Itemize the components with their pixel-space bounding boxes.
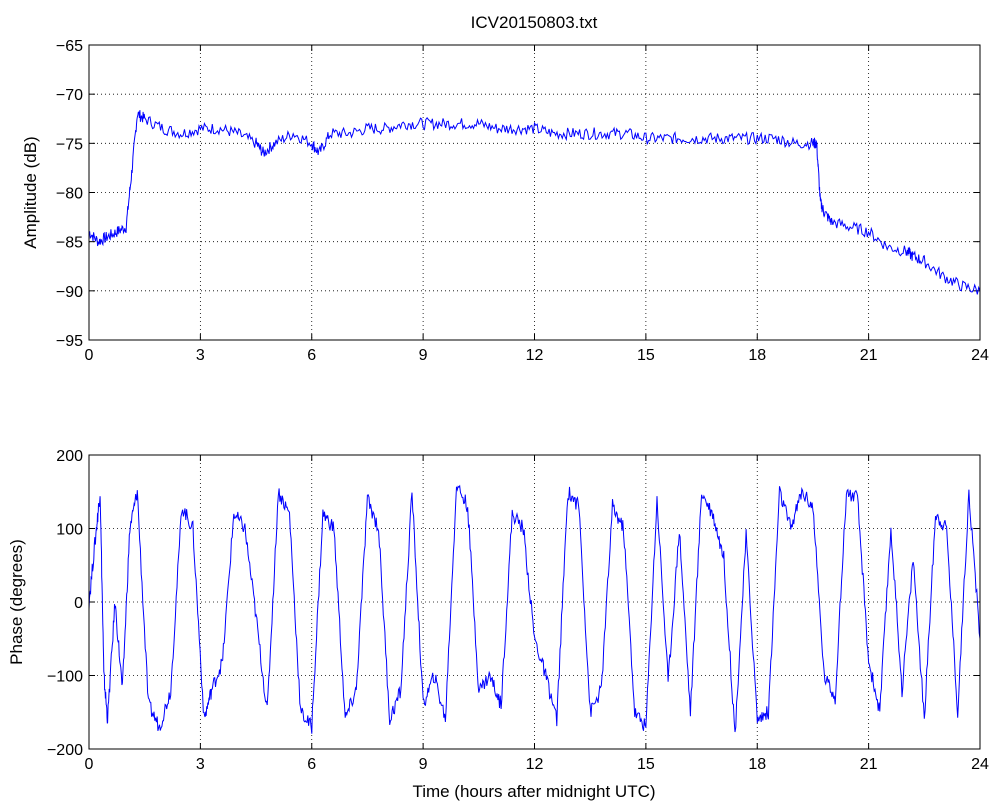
amplitude-plot-border bbox=[88, 44, 981, 341]
phase-x-tick-label: 21 bbox=[860, 756, 878, 773]
phase-y-tick-label: 100 bbox=[56, 522, 83, 539]
phase-y-axis-label: Phase (degrees) bbox=[7, 539, 26, 665]
amplitude-y-tick-label: −85 bbox=[56, 235, 83, 252]
figure-title: ICV20150803.txt bbox=[471, 13, 598, 32]
phase-series-line bbox=[88, 484, 981, 734]
amplitude-x-tick-label: 18 bbox=[748, 347, 766, 364]
phase-x-tick-label: 0 bbox=[85, 756, 94, 773]
amplitude-y-axis-label: Amplitude (dB) bbox=[21, 136, 40, 248]
phase-ticks: 0 3 6 9 12 15 18 21 24 −200 −100 0 100 200 bbox=[47, 448, 989, 773]
amplitude-grid bbox=[89, 45, 980, 340]
phase-x-tick-label: 9 bbox=[419, 756, 428, 773]
amplitude-series-line bbox=[88, 110, 981, 295]
phase-grid bbox=[89, 455, 980, 749]
phase-plot: 0 3 6 9 12 15 18 21 24 −200 −100 0 100 200 Phase (deg… bbox=[7, 448, 989, 801]
amplitude-ticks: 0 3 6 9 12 15 18 21 24 −95 −90 −85 −80 −75 −70 −65 bbox=[56, 38, 989, 364]
amplitude-x-tick-label: 9 bbox=[419, 347, 428, 364]
amplitude-x-tick-label: 12 bbox=[526, 347, 544, 364]
phase-x-tick-label: 12 bbox=[526, 756, 544, 773]
amplitude-x-tick-label: 21 bbox=[860, 347, 878, 364]
phase-x-tick-label: 18 bbox=[748, 756, 766, 773]
amplitude-y-tick-label: −95 bbox=[56, 333, 83, 350]
amplitude-y-tick-label: −90 bbox=[56, 284, 83, 301]
amplitude-plot: 0 3 6 9 12 15 18 21 24 −95 −90 −85 −80 −75 −70 −65 Ampl… bbox=[21, 38, 989, 364]
phase-x-tick-label: 6 bbox=[307, 756, 316, 773]
amplitude-x-tick-label: 24 bbox=[971, 347, 989, 364]
amplitude-x-tick-label: 3 bbox=[196, 347, 205, 364]
phase-y-tick-label: 0 bbox=[74, 595, 83, 612]
amplitude-y-tick-label: −75 bbox=[56, 136, 83, 153]
phase-x-tick-label: 24 bbox=[971, 756, 989, 773]
amplitude-y-tick-label: −70 bbox=[56, 87, 83, 104]
phase-y-tick-label: −200 bbox=[47, 742, 83, 759]
phase-y-tick-label: 200 bbox=[56, 448, 83, 465]
amplitude-x-tick-label: 15 bbox=[637, 347, 655, 364]
phase-y-tick-label: −100 bbox=[47, 669, 83, 686]
amplitude-x-tick-label: 6 bbox=[307, 347, 316, 364]
phase-x-axis-label: Time (hours after midnight UTC) bbox=[412, 782, 655, 801]
amplitude-y-tick-label: −65 bbox=[56, 38, 83, 55]
phase-x-tick-label: 15 bbox=[637, 756, 655, 773]
amplitude-x-tick-label: 0 bbox=[85, 347, 94, 364]
phase-plot-border bbox=[88, 454, 981, 750]
phase-x-tick-label: 3 bbox=[196, 756, 205, 773]
amplitude-y-tick-label: −80 bbox=[56, 186, 83, 203]
